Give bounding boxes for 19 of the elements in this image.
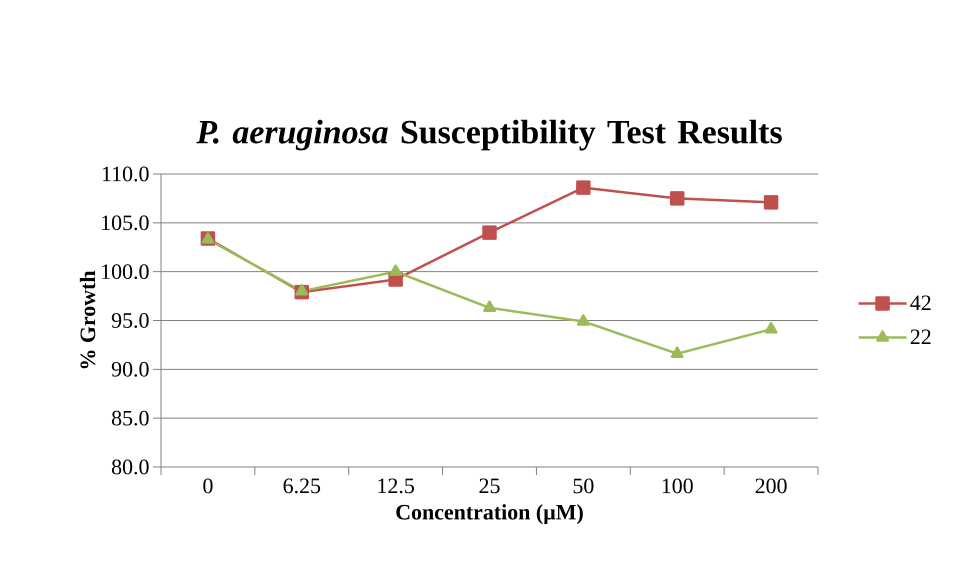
y-tick-label: 100.0 — [102, 264, 149, 280]
y-tick-label: 105.0 — [102, 215, 149, 230]
y-axis-title: % Growth — [80, 270, 96, 368]
x-tick-label: 6.25 — [284, 478, 320, 494]
chart-title: P. aeruginosa Susceptibility Test Results — [196, 120, 782, 151]
x-tick-label: 200 — [756, 478, 787, 494]
y-tick-label: 95.0 — [112, 313, 149, 328]
x-tick-label: 50 — [574, 478, 594, 494]
y-tick-label: 110.0 — [102, 166, 149, 182]
x-axis-title: Concentration (µM) — [396, 504, 583, 524]
y-tick-label: 90.0 — [112, 362, 149, 377]
x-tick-label: 25 — [480, 478, 500, 494]
legend-label: 42 — [910, 295, 931, 310]
y-tick-label: 85.0 — [112, 410, 149, 426]
x-tick-label: 100 — [662, 478, 693, 494]
x-tick-label: 0 — [203, 478, 213, 494]
legend-label: 22 — [910, 329, 931, 344]
x-tick-label: 12.5 — [378, 478, 414, 494]
y-tick-label: 80.0 — [112, 460, 149, 474]
